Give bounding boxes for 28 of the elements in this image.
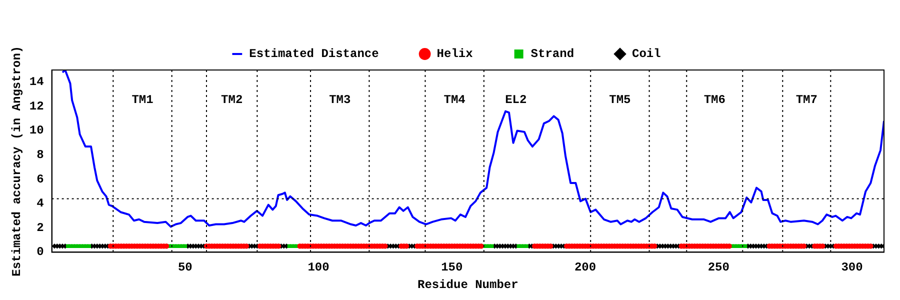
- x-tick-label: 100: [308, 260, 330, 274]
- ref-line-label: TM7: [796, 93, 818, 108]
- y-tick-label: 12: [29, 99, 44, 114]
- y-tick-label: 10: [29, 124, 44, 138]
- y-tick-label: 6: [36, 172, 44, 186]
- y-tick-label: 2: [36, 220, 44, 235]
- x-tick-label: 150: [441, 260, 463, 274]
- y-axis-title: Estimated accuracy (in Angstron): [10, 46, 24, 276]
- x-tick-label: 300: [841, 260, 863, 274]
- ref-line-label: TM2: [221, 93, 243, 108]
- y-tick-label: 0: [36, 245, 44, 260]
- y-tick-label: 4: [36, 196, 44, 211]
- ref-line-label: EL2: [505, 93, 527, 108]
- y-tick-label: 14: [29, 75, 44, 90]
- ref-line-label: TM4: [444, 93, 466, 108]
- ref-line-label: TM6: [704, 93, 726, 108]
- y-tick-label: 8: [36, 148, 44, 162]
- legend-label: Strand: [530, 47, 574, 62]
- ref-line-label: TM3: [329, 93, 351, 108]
- legend-label: Helix: [436, 47, 473, 62]
- legend-label: Estimated Distance: [249, 47, 379, 62]
- legend-label: Coil: [632, 47, 661, 62]
- ref-line-label: TM5: [609, 93, 631, 108]
- x-tick-label: 200: [574, 260, 596, 274]
- x-tick-label: 250: [708, 260, 730, 274]
- ref-line-label: TM1: [132, 93, 154, 108]
- x-axis-title: Residue Number: [417, 278, 518, 292]
- x-tick-label: 50: [178, 260, 192, 274]
